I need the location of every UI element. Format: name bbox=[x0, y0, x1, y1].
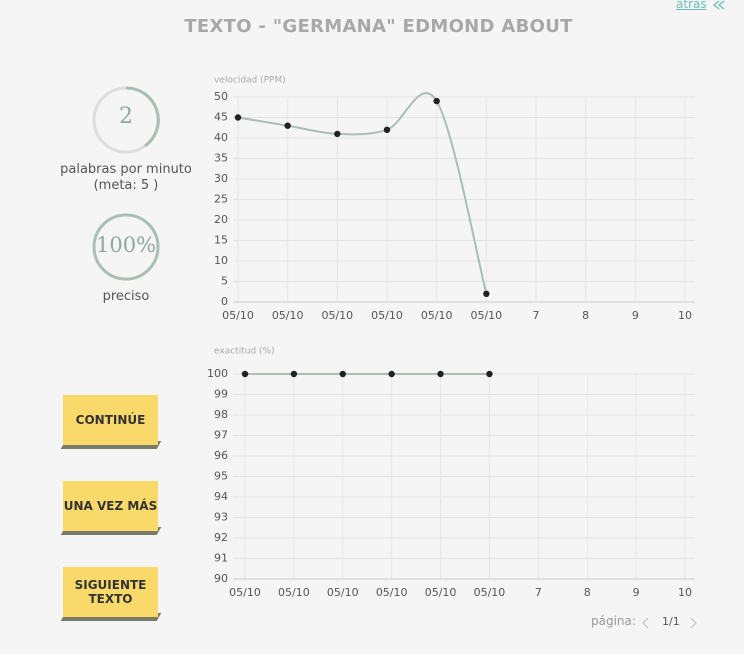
pager bbox=[642, 617, 697, 629]
y-tick-label: 99 bbox=[214, 388, 228, 401]
page-label: página: bbox=[591, 614, 636, 628]
y-tick-label: 20 bbox=[214, 213, 228, 226]
x-tick-label: 05/10 bbox=[327, 586, 359, 599]
data-point bbox=[486, 370, 493, 378]
y-tick-label: 96 bbox=[214, 449, 228, 462]
x-tick-label: 05/10 bbox=[278, 586, 310, 599]
x-tick-label: 7 bbox=[533, 309, 540, 322]
y-tick-label: 93 bbox=[214, 511, 228, 524]
y-tick-label: 97 bbox=[214, 429, 228, 442]
goal-label: (meta: 5 ) bbox=[93, 178, 159, 193]
series-line bbox=[237, 92, 488, 295]
x-tick-label: 05/10 bbox=[376, 586, 408, 599]
axis-title: exactitud (%) bbox=[214, 347, 275, 357]
y-tick-label: 91 bbox=[214, 552, 228, 565]
y-tick-label: 40 bbox=[214, 131, 228, 144]
x-tick-label: 7 bbox=[535, 586, 542, 599]
y-tick-label: 15 bbox=[214, 234, 228, 247]
y-tick-label: 5 bbox=[221, 275, 228, 288]
data-point bbox=[437, 370, 444, 378]
x-tick-label: 05/10 bbox=[229, 586, 261, 599]
y-tick-label: 0 bbox=[221, 295, 228, 308]
x-tick-label: 05/10 bbox=[321, 309, 353, 322]
accuracy-label: preciso bbox=[102, 289, 150, 304]
title: TEXTO - "GERMANA" EDMOND ABOUT bbox=[184, 16, 573, 37]
y-tick-label: 45 bbox=[214, 111, 228, 124]
y-tick-label: 100 bbox=[207, 367, 228, 380]
x-tick-label: 8 bbox=[584, 586, 591, 599]
x-tick-label: 8 bbox=[582, 309, 589, 322]
speed-ring bbox=[92, 86, 160, 154]
page-number: 1/1 bbox=[662, 615, 680, 628]
back-icon[interactable] bbox=[712, 0, 726, 12]
accuracy-ring bbox=[92, 213, 160, 281]
x-tick-label: 05/10 bbox=[222, 309, 254, 322]
data-point bbox=[483, 290, 490, 297]
data-point bbox=[433, 97, 440, 105]
data-point bbox=[234, 114, 242, 121]
x-tick-label: 05/10 bbox=[272, 309, 304, 322]
data-point bbox=[334, 130, 341, 138]
x-tick-label: 05/10 bbox=[474, 586, 506, 599]
y-tick-label: 25 bbox=[214, 193, 228, 206]
data-point bbox=[241, 370, 249, 378]
y-tick-label: 50 bbox=[214, 90, 228, 103]
speed-label: palabras por minuto bbox=[60, 162, 192, 177]
y-tick-label: 10 bbox=[214, 254, 228, 267]
x-tick-label: 05/10 bbox=[425, 586, 457, 599]
data-point bbox=[388, 370, 395, 378]
x-tick-label: 05/10 bbox=[421, 309, 453, 322]
x-tick-label: 10 bbox=[678, 309, 692, 322]
data-point bbox=[284, 122, 291, 129]
data-point bbox=[339, 370, 346, 378]
y-tick-label: 98 bbox=[214, 408, 228, 421]
continue-button[interactable]: CONTINÚE bbox=[63, 395, 158, 445]
axis-title: velocidad (PPM) bbox=[214, 76, 286, 86]
next-button[interactable]: SIGUIENTE TEXTO bbox=[63, 567, 158, 617]
y-tick-label: 90 bbox=[214, 572, 228, 585]
y-tick-label: 30 bbox=[214, 172, 228, 185]
retry-button[interactable]: UNA VEZ MÁS bbox=[63, 481, 158, 531]
data-point bbox=[290, 370, 298, 378]
back-link[interactable]: atrás bbox=[676, 0, 707, 11]
x-tick-label: 10 bbox=[678, 586, 692, 599]
speed-value: 2 bbox=[119, 104, 133, 129]
x-tick-label: 9 bbox=[633, 586, 640, 599]
next-arrow[interactable] bbox=[690, 617, 697, 629]
data-point bbox=[383, 126, 391, 133]
y-tick-label: 92 bbox=[214, 531, 228, 544]
accuracy-value: 100% bbox=[95, 233, 157, 257]
x-tick-label: 05/10 bbox=[470, 309, 502, 322]
x-tick-label: 05/10 bbox=[371, 309, 403, 322]
prev-arrow[interactable] bbox=[642, 617, 649, 629]
x-tick-label: 9 bbox=[632, 309, 639, 322]
y-tick-label: 35 bbox=[214, 152, 228, 165]
y-tick-label: 95 bbox=[214, 470, 228, 483]
y-tick-label: 94 bbox=[214, 490, 228, 503]
